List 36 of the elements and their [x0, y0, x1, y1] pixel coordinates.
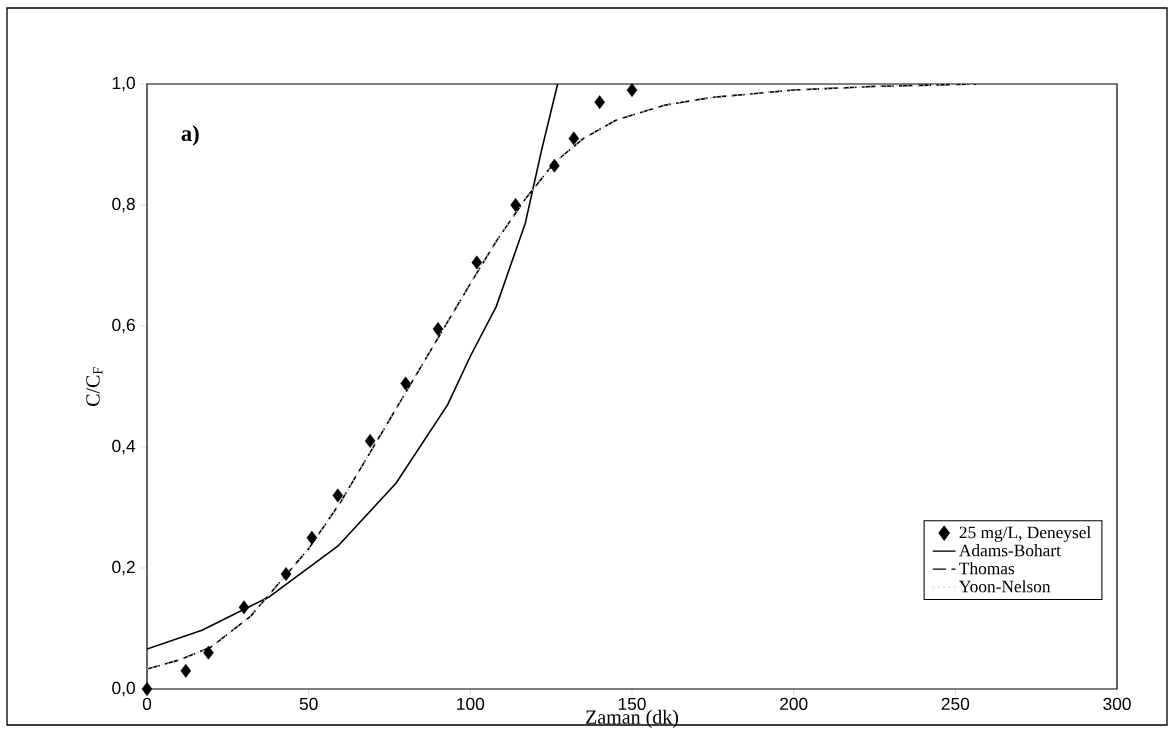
- x-axis-title: Zaman (dk): [586, 709, 679, 728]
- legend-label: Yoon-Nelson: [959, 580, 1051, 593]
- x-tick-label: 200: [780, 697, 808, 710]
- y-tick-label: 0,2: [112, 560, 135, 576]
- legend-label: Adams-Bohart: [959, 544, 1061, 557]
- y-tick-label: 0,8: [112, 197, 135, 213]
- x-tick-label: 150: [618, 697, 646, 710]
- y-axis-title: C/C$_{F}$: [86, 367, 103, 407]
- point: [568, 131, 580, 146]
- point: [180, 663, 192, 678]
- point: [280, 567, 292, 581]
- point: [203, 645, 214, 660]
- point: [141, 682, 153, 696]
- x-tick-label: 250: [941, 697, 970, 710]
- y-tick-label: 0,6: [112, 318, 135, 334]
- point: [238, 600, 250, 615]
- legend-label: 25 mg/L, Deneysel: [959, 526, 1091, 542]
- x-tick-label: 100: [457, 697, 485, 710]
- point: [364, 434, 376, 448]
- point: [432, 322, 444, 336]
- y-tick-label: 0,0: [112, 681, 135, 697]
- legend-label: Thomas: [959, 562, 1015, 575]
- point: [471, 255, 483, 270]
- point: [626, 83, 638, 97]
- point: [510, 198, 521, 212]
- x-tick-label: 300: [1103, 697, 1131, 710]
- point: [332, 488, 344, 503]
- y-tick-label: 1,0: [112, 76, 135, 92]
- point: [306, 530, 318, 545]
- x-tick-label: 50: [299, 697, 318, 710]
- point: [400, 376, 411, 391]
- y-tick-label: 0,4: [112, 439, 136, 455]
- annotation: a): [181, 125, 199, 146]
- point: [594, 95, 605, 110]
- x-tick-label: 0: [142, 697, 152, 710]
- point: [549, 158, 560, 173]
